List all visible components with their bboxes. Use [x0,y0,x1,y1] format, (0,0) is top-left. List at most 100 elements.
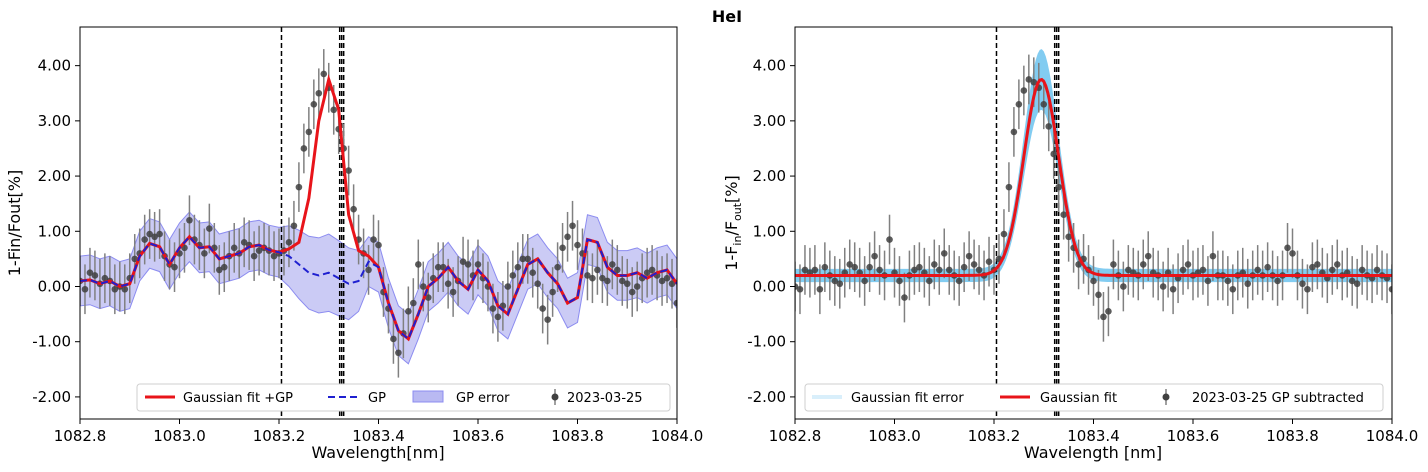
data-point [474,261,482,268]
line-position-markers [995,27,1060,419]
x-tick-label: 1084.0 [1366,427,1419,445]
data-point [1229,285,1237,293]
data-point [564,233,571,241]
data-point [310,100,318,108]
y-tick-label: 4.00 [38,57,71,75]
x-tick-label: 1083.6 [452,427,505,445]
data-point [514,263,522,271]
y-tick-label: 2.00 [38,167,71,185]
data-point [1373,266,1381,274]
data-point [220,263,228,271]
data-point [1309,263,1316,271]
data-point [911,266,918,274]
right-legend: Gaussian fit error Gaussian fit 2023-03-… [804,383,1384,412]
data-point [955,277,963,285]
right-y-axis-label: 1-Fin/Fout[%] [722,175,744,270]
data-point [424,294,432,301]
x-tick-label: 1083.2 [253,427,306,445]
data-point [434,263,442,271]
data-point [1274,277,1281,285]
right-axis-ticks: 1082.8 1083.0 1083.2 1083.4 1083.6 1083.8 1084… [747,57,1418,445]
y-tick-label: 1.00 [38,222,71,240]
data-point [1388,285,1392,293]
data-point [633,283,641,290]
x-tick-label: 1083.4 [352,427,405,445]
data-point [524,255,532,263]
data-point [584,272,591,279]
data-point [1110,261,1117,268]
data-point [836,280,844,288]
data-point [1045,123,1053,130]
data-point [121,285,129,293]
data-point [871,252,878,260]
data-point [604,277,611,285]
data-point [1075,261,1082,268]
data-point [1289,250,1296,257]
data-point [86,269,94,276]
x-tick-label: 1083.4 [1067,427,1120,445]
data-point [1060,211,1067,219]
y-tick-label: -1.00 [747,333,786,351]
data-point [628,288,636,296]
data-point [985,258,993,265]
data-point [549,288,556,296]
data-point [1284,244,1291,252]
data-point [1299,280,1306,288]
left-plot-frame [79,26,678,420]
data-point [821,263,829,271]
data-point [141,236,148,243]
data-point [131,255,139,263]
data-point [315,89,323,97]
data-errorbars [795,54,1392,342]
data-point [350,205,357,213]
x-tick-label: 1084.0 [651,427,704,445]
data-point [663,274,671,282]
x-tick-label: 1082.8 [54,427,107,445]
data-point [886,236,893,243]
data-point [1015,100,1023,108]
data-point [370,236,377,243]
data-point [594,266,601,274]
data-point [1010,128,1018,136]
y-tick-label: -1.00 [32,333,71,351]
data-point [1353,280,1361,288]
data-point [816,285,824,293]
data-point [1184,261,1192,268]
data-point [1005,183,1013,191]
data-point [1358,266,1366,274]
data-point [866,263,873,271]
data-point [668,280,676,288]
x-tick-label: 1083.0 [868,427,921,445]
data-point [1179,266,1187,274]
y-tick-label: 3.00 [38,112,71,130]
data-point [201,250,208,257]
data-point [171,263,178,271]
data-point [305,128,313,136]
data-point [405,308,412,315]
data-point [1169,285,1177,293]
data-point [960,263,968,271]
data-point [1065,233,1072,241]
data-point [965,252,973,260]
data-point [569,222,576,230]
data-point [1348,277,1356,285]
data-point [851,263,858,271]
data-point [1254,266,1261,274]
data-point [539,305,546,312]
data-point [534,280,541,288]
data-point [975,266,983,274]
data-point [1025,76,1033,83]
left-y-axis-label: 1-Fin/Fout[%] [5,170,24,277]
data-point [876,266,883,274]
data-point [459,258,467,265]
right-x-axis-label: Wavelength [nm] [1024,443,1162,462]
data-point [648,266,656,274]
data-point [544,316,551,323]
data-point [101,274,109,282]
data-point [1090,277,1097,285]
data-point [1333,261,1341,268]
data-point [931,261,938,268]
data-point [1314,261,1321,268]
data-point [151,233,158,241]
data-point [1125,266,1132,274]
